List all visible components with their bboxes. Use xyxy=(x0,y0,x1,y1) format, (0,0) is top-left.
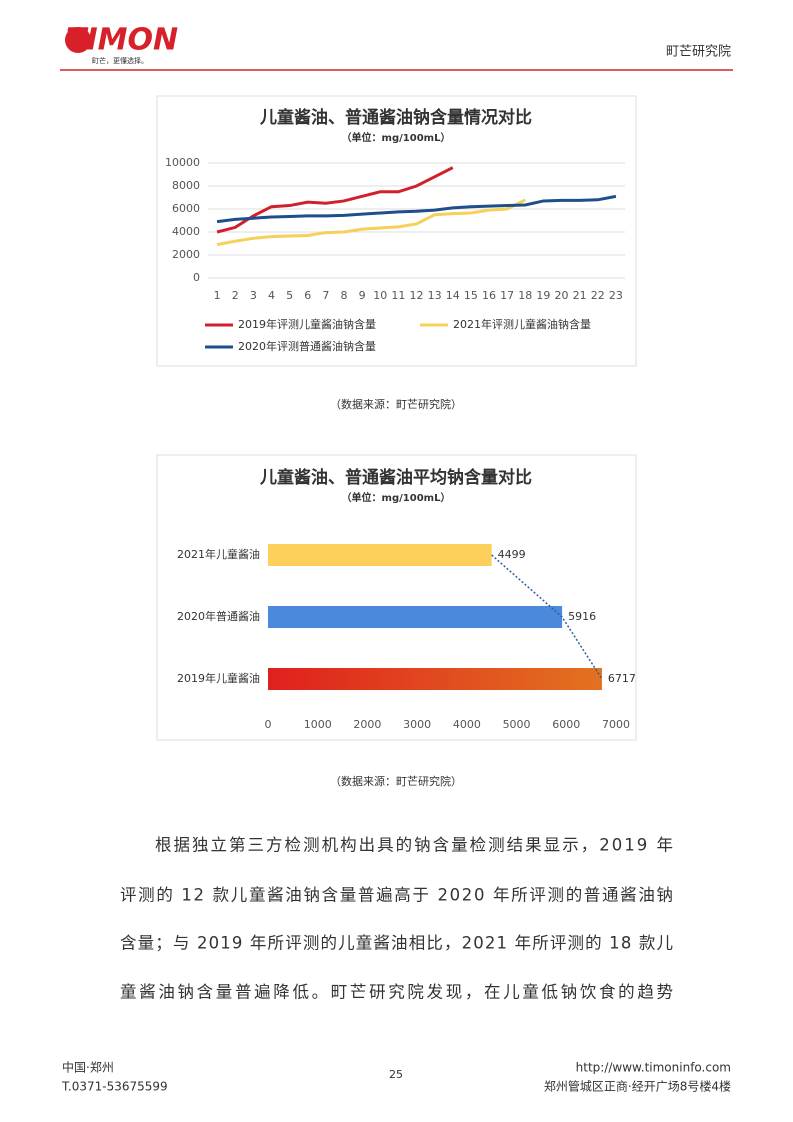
x-tick-label: 0 xyxy=(265,718,272,731)
x-tick-label: 9 xyxy=(359,289,366,302)
x-tick-label: 4 xyxy=(268,289,275,302)
x-tick-label: 1 xyxy=(214,289,221,302)
x-tick-label: 6 xyxy=(304,289,311,302)
series-line xyxy=(216,194,617,224)
x-tick-label: 5000 xyxy=(503,718,531,731)
y-tick-label: 2021年儿童酱油 xyxy=(177,547,260,561)
x-tick-label: 17 xyxy=(500,289,514,302)
bar xyxy=(268,606,563,628)
x-tick-label: 23 xyxy=(609,289,623,302)
legend-label: 2020年评测普通酱油钠含量 xyxy=(238,339,376,353)
chart-subtitle: （单位：mg/100mL） xyxy=(342,491,451,504)
chart-frame xyxy=(156,95,637,367)
x-tick-label: 20 xyxy=(555,289,569,302)
paragraph-line: 根据独立第三方检测机构出具的钠含量检测结果显示，2019 年 xyxy=(155,836,673,855)
x-tick-label: 16 xyxy=(482,289,496,302)
page-number: 25 xyxy=(389,1068,403,1081)
x-tick-label: 15 xyxy=(464,289,478,302)
x-tick-label: 7000 xyxy=(602,718,630,731)
org: 町芒研究院 xyxy=(666,44,731,60)
footer-url: http://www.timoninfo.com xyxy=(576,1061,731,1075)
x-tick-label: 12 xyxy=(410,289,424,302)
x-tick-label: 3000 xyxy=(403,718,431,731)
x-tick-label: 4000 xyxy=(453,718,481,731)
chart-subtitle: （单位：mg/100mL） xyxy=(342,131,451,144)
series-line xyxy=(216,198,526,247)
bar xyxy=(268,668,602,690)
x-tick-label: 14 xyxy=(446,289,460,302)
caption: （数据来源：町芒研究院） xyxy=(330,774,462,788)
chart-title: 儿童酱油、普通酱油平均钠含量对比 xyxy=(259,467,532,488)
slogan: 町芒，更懂选择。 xyxy=(92,56,148,65)
x-tick-label: 1000 xyxy=(304,718,332,731)
x-tick-label: 5 xyxy=(286,289,293,302)
x-tick-label: 6000 xyxy=(552,718,580,731)
x-tick-label: 3 xyxy=(250,289,257,302)
paragraph-line: 童酱油钠含量普遍降低。町芒研究院发现，在儿童低钠饮食的趋势 xyxy=(120,983,673,1002)
x-tick-label: 18 xyxy=(518,289,532,302)
x-tick-label: 8 xyxy=(340,289,347,302)
x-tick-label: 13 xyxy=(428,289,442,302)
footer-phone: T.0371-53675599 xyxy=(61,1080,168,1094)
logo: TIMON xyxy=(66,23,178,58)
trend-line xyxy=(491,554,603,680)
legend-label: 2019年评测儿童酱油钠含量 xyxy=(238,317,376,331)
y-tick-label: 2020年普通酱油 xyxy=(177,609,260,623)
legend-label: 2021年评测儿童酱油钠含量 xyxy=(453,317,591,331)
y-tick-label: 10000 xyxy=(165,156,200,169)
y-tick-label: 6000 xyxy=(172,202,200,215)
x-tick-label: 19 xyxy=(536,289,550,302)
y-tick-label: 4000 xyxy=(172,225,200,238)
x-tick-label: 10 xyxy=(373,289,387,302)
x-tick-label: 22 xyxy=(591,289,605,302)
y-tick-label: 0 xyxy=(193,271,200,284)
y-tick-label: 2019年儿童酱油 xyxy=(177,671,260,685)
paragraph-line: 评测的 12 款儿童酱油钠含量普遍高于 2020 年所评测的普通酱油钠 xyxy=(120,886,673,905)
x-tick-label: 2 xyxy=(232,289,239,302)
series-line xyxy=(216,166,454,234)
footer-address: 郑州管城区正商·经开广场8号楼4楼 xyxy=(544,1079,731,1094)
y-tick-label: 2000 xyxy=(172,248,200,261)
logo-mark xyxy=(65,27,91,53)
chart-title: 儿童酱油、普通酱油钠含量情况对比 xyxy=(259,107,532,128)
x-tick-label: 7 xyxy=(322,289,329,302)
x-tick-label: 11 xyxy=(391,289,405,302)
chart-frame xyxy=(156,454,637,741)
value-label: 4499 xyxy=(498,548,526,561)
footer-city: 中国·郑州 xyxy=(62,1060,114,1075)
value-label: 5916 xyxy=(568,610,596,623)
value-label: 6717 xyxy=(608,672,636,685)
paragraph-line: 含量；与 2019 年所评测的儿童酱油相比，2021 年所评测的 18 款儿 xyxy=(120,934,673,953)
caption: （数据来源：町芒研究院） xyxy=(330,397,462,411)
bar xyxy=(268,544,492,566)
x-tick-label: 2000 xyxy=(353,718,381,731)
y-tick-label: 8000 xyxy=(172,179,200,192)
x-tick-label: 21 xyxy=(573,289,587,302)
